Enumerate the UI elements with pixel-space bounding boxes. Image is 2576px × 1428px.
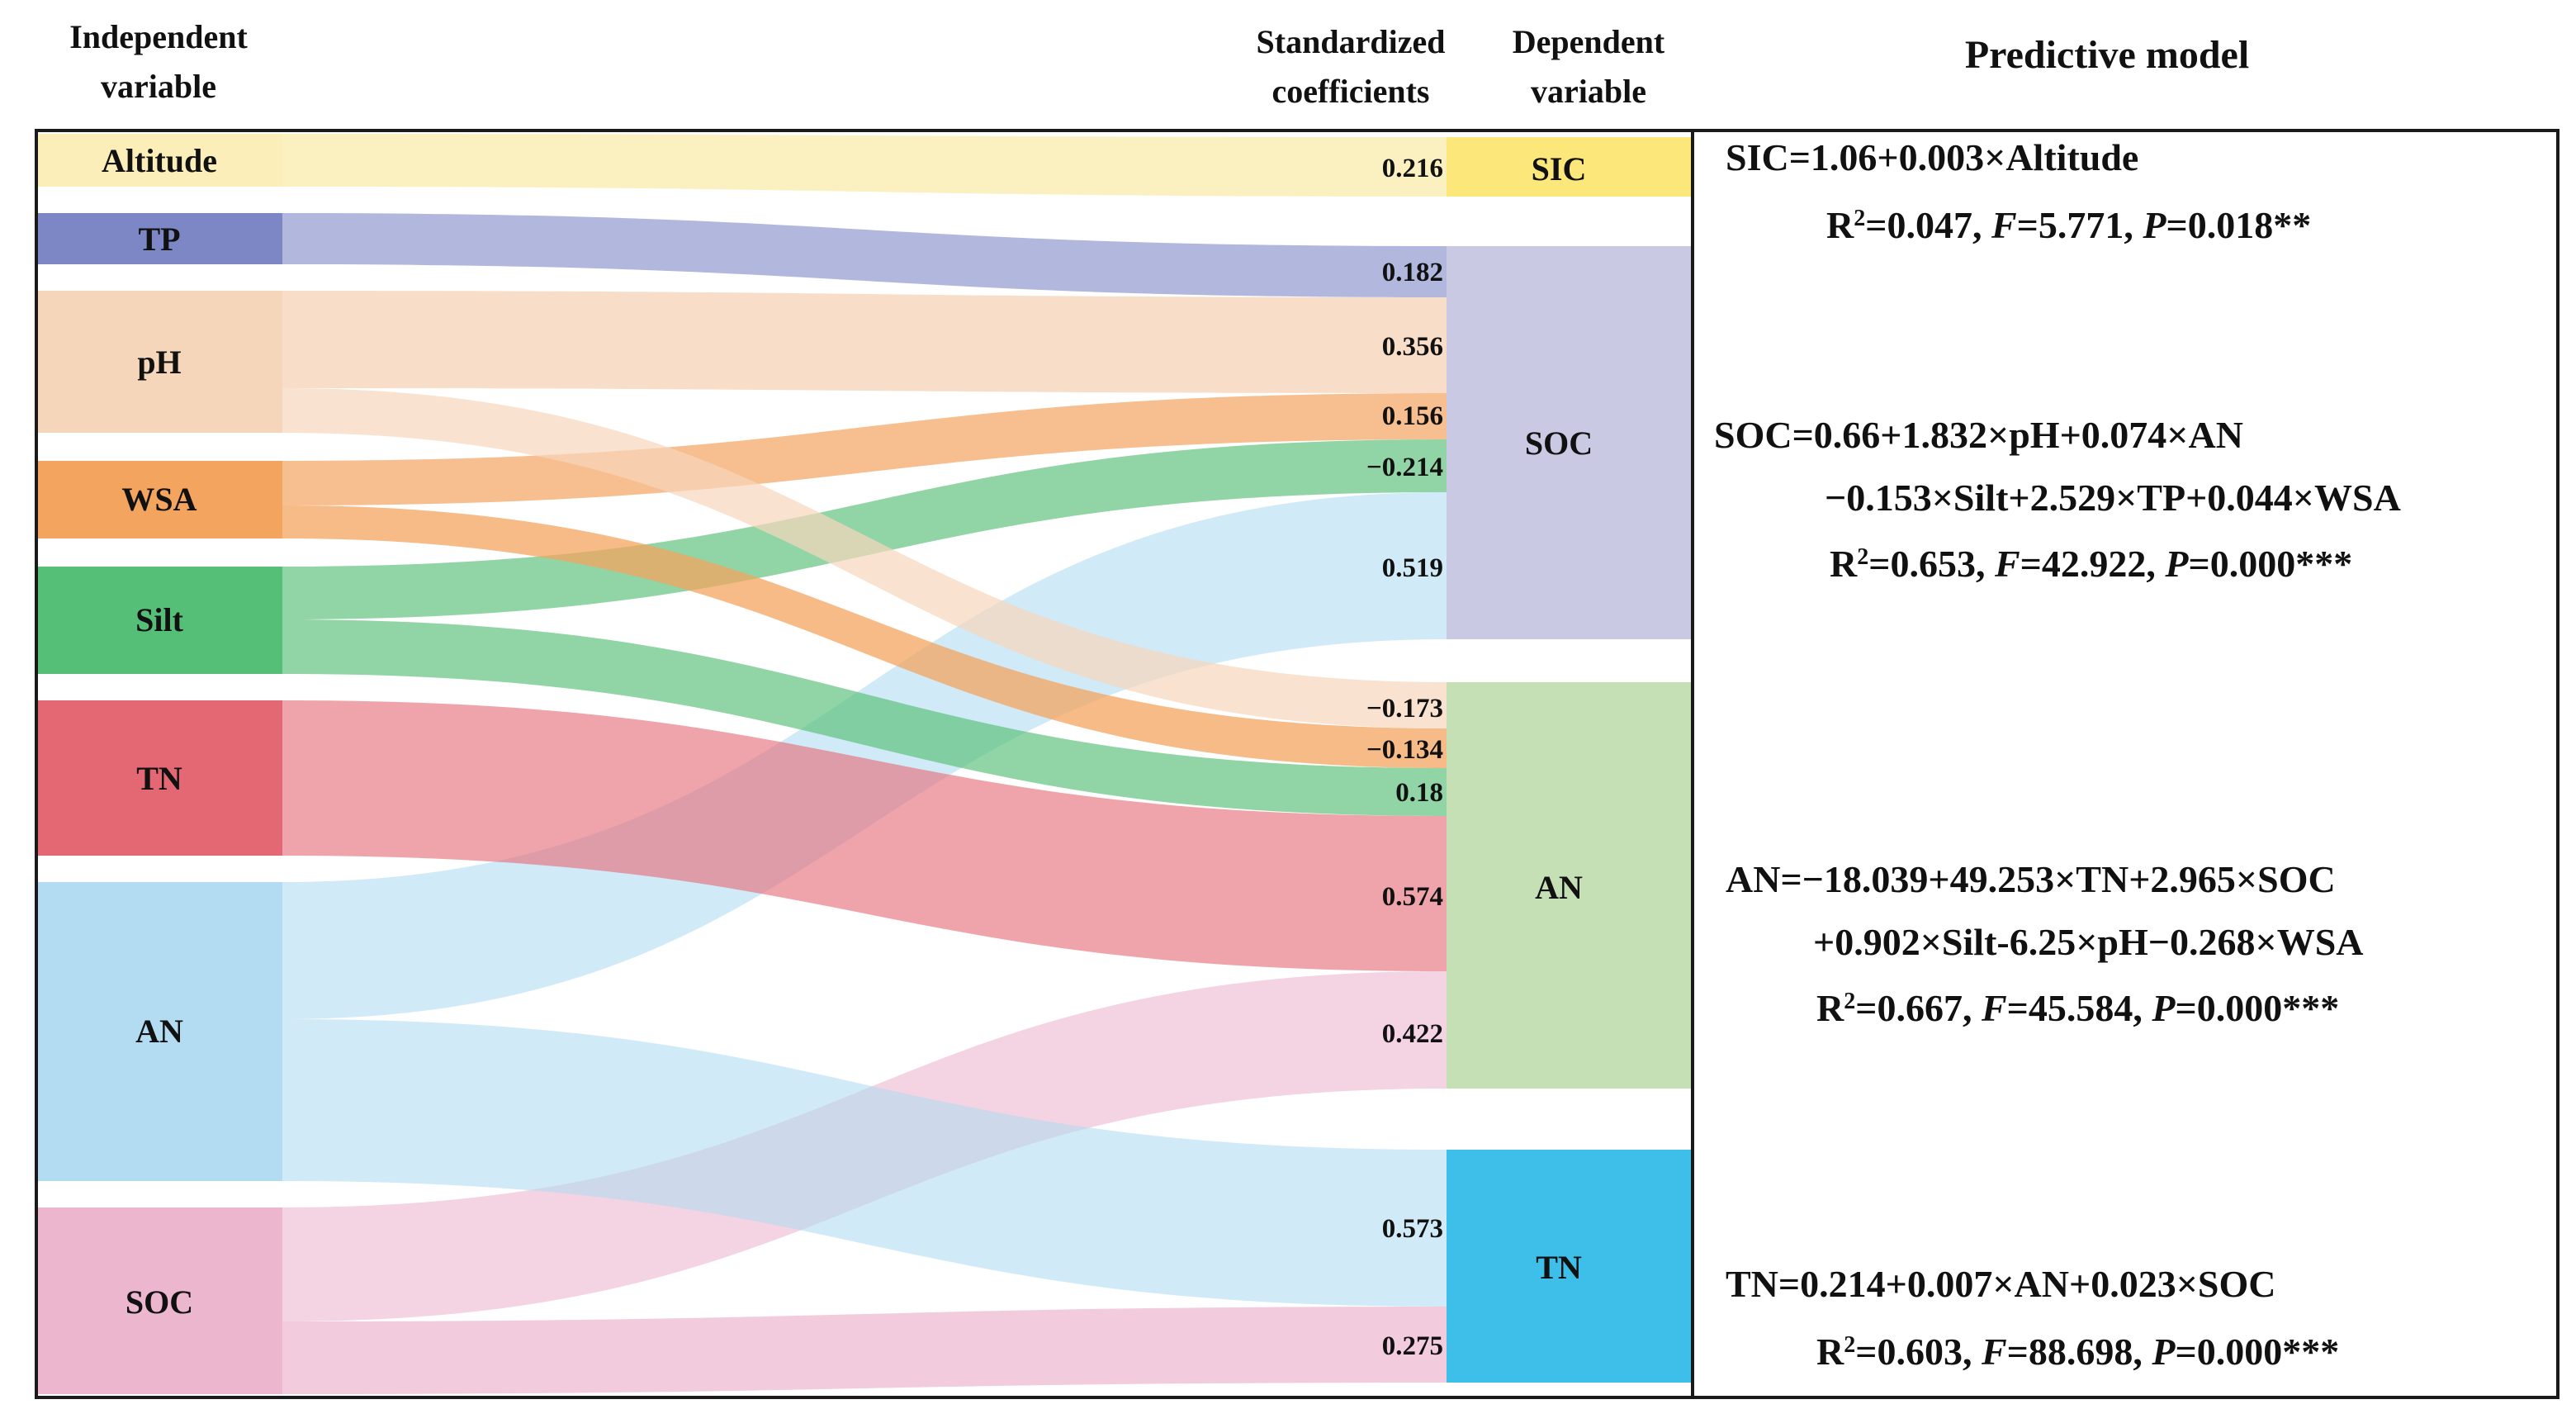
coefficient-labels: 0.216 0.182 0.356 0.156 −0.214 0.519 −0.… xyxy=(1366,154,1443,1361)
coef-ph-an: −0.173 xyxy=(1366,694,1443,723)
coef-tn-an: 0.574 xyxy=(1382,882,1443,912)
model-soc-equation-line2: −0.153×Silt+2.529×TP+0.044×WSA xyxy=(1825,477,2401,519)
node-tp xyxy=(36,213,282,264)
model-soc-stats: R2=0.653, F=42.922, P=0.000*** xyxy=(1830,543,2352,585)
coef-wsa-an: −0.134 xyxy=(1366,735,1443,765)
coef-altitude-sic: 0.216 xyxy=(1382,154,1443,183)
model-sic-p: 0.018** xyxy=(2188,204,2312,246)
link-an-soc xyxy=(282,492,1447,1019)
node-wsa xyxy=(36,461,282,538)
node-sic xyxy=(1447,137,1691,197)
independent-nodes: Altitude TP pH WSA Silt TN AN SOC xyxy=(36,134,282,1394)
node-an-dependent xyxy=(1447,682,1691,1089)
coef-tp-soc: 0.182 xyxy=(1382,258,1443,287)
link-ph-soc xyxy=(282,291,1447,393)
node-tn-dependent xyxy=(1447,1150,1691,1383)
model-soc-equation-line1: SOC=0.66+1.832×pH+0.074×AN xyxy=(1714,414,2243,456)
dependent-nodes: SIC SOC AN TN xyxy=(1447,137,1691,1383)
model-tn-stats: R2=0.603, F=88.698, P=0.000*** xyxy=(1816,1331,2339,1373)
model-an-p: 0.000*** xyxy=(2197,987,2340,1029)
header-coef-line1: Standardized xyxy=(1257,23,1446,60)
predictive-models: SIC=1.06+0.003×Altitude R2=0.047, F=5.77… xyxy=(1714,136,2401,1373)
model-soc-p: 0.000*** xyxy=(2210,543,2353,585)
coef-an-tn: 0.573 xyxy=(1382,1214,1443,1244)
node-label-ph: pH xyxy=(137,344,181,381)
link-ph-an xyxy=(282,388,1447,728)
model-an-equation-line1: AN=−18.039+49.253×TN+2.965×SOC xyxy=(1726,858,2336,900)
model-soc-r2: 0.653 xyxy=(1890,543,1976,585)
link-soc-tn xyxy=(282,1307,1447,1394)
node-silt xyxy=(36,567,282,674)
model-sic-f: 5.771 xyxy=(2039,204,2124,246)
model-tn-p: 0.000*** xyxy=(2197,1331,2340,1373)
model-frame xyxy=(1691,129,2559,1399)
coef-soc-tn: 0.275 xyxy=(1382,1331,1443,1361)
node-label-an-dependent: AN xyxy=(1535,869,1583,906)
node-label-tn: TN xyxy=(136,760,182,797)
link-wsa-an xyxy=(282,505,1447,768)
link-silt-soc xyxy=(282,439,1447,619)
link-silt-an xyxy=(282,619,1447,816)
node-label-soc: SOC xyxy=(125,1283,193,1321)
model-an-equation-line2: +0.902×Silt-6.25×pH−0.268×WSA xyxy=(1813,921,2364,963)
node-label-tn-dependent: TN xyxy=(1536,1249,1582,1286)
header-independent-line1: Independent xyxy=(69,18,248,55)
header-dependent-line1: Dependent xyxy=(1513,23,1665,60)
model-sic-equation: SIC=1.06+0.003×Altitude xyxy=(1726,136,2138,178)
model-tn-r2: 0.603 xyxy=(1877,1331,1963,1373)
header-dependent-line2: variable xyxy=(1531,73,1646,110)
coef-silt-an: 0.18 xyxy=(1395,778,1443,808)
node-label-silt: Silt xyxy=(135,601,183,638)
coef-an-soc: 0.519 xyxy=(1382,553,1443,583)
model-tn-equation: TN=0.214+0.007×AN+0.023×SOC xyxy=(1726,1263,2275,1305)
node-tn xyxy=(36,700,282,856)
model-sic-stats: R2=0.047, F=5.771, P=0.018** xyxy=(1826,204,2311,246)
node-label-altitude: Altitude xyxy=(102,142,217,179)
model-soc-f: 42.922 xyxy=(2042,543,2147,585)
model-sic-r2: 0.047 xyxy=(1887,204,1972,246)
node-label-tp: TP xyxy=(138,221,180,258)
link-altitude-sic xyxy=(282,134,1447,197)
link-tp-soc xyxy=(282,213,1447,297)
links-layer xyxy=(282,134,1447,1394)
node-soc-dependent xyxy=(1447,246,1691,639)
model-an-r2: 0.667 xyxy=(1877,987,1963,1029)
node-ph xyxy=(36,291,282,433)
coef-soc-an: 0.422 xyxy=(1382,1019,1443,1049)
node-altitude xyxy=(36,134,282,187)
coef-silt-soc: −0.214 xyxy=(1366,453,1443,482)
link-tn-an xyxy=(282,700,1447,971)
model-an-stats: R2=0.667, F=45.584, P=0.000*** xyxy=(1816,987,2339,1029)
node-an-independent xyxy=(36,882,282,1181)
link-wsa-soc xyxy=(282,393,1447,505)
header-coef-line2: coefficients xyxy=(1271,73,1429,110)
coef-ph-soc: 0.356 xyxy=(1382,332,1443,362)
node-label-sic: SIC xyxy=(1532,150,1587,187)
node-soc-independent xyxy=(36,1207,282,1394)
model-tn-f: 88.698 xyxy=(2029,1331,2133,1373)
node-label-an: AN xyxy=(135,1013,183,1050)
link-an-tn xyxy=(282,1019,1447,1307)
header-independent-line2: variable xyxy=(101,68,216,105)
header-predictive-model: Predictive model xyxy=(1965,33,2249,77)
model-an-f: 45.584 xyxy=(2029,987,2133,1029)
coef-wsa-soc: 0.156 xyxy=(1382,401,1443,431)
node-label-soc-dependent: SOC xyxy=(1525,425,1593,462)
node-label-wsa: WSA xyxy=(121,481,197,518)
